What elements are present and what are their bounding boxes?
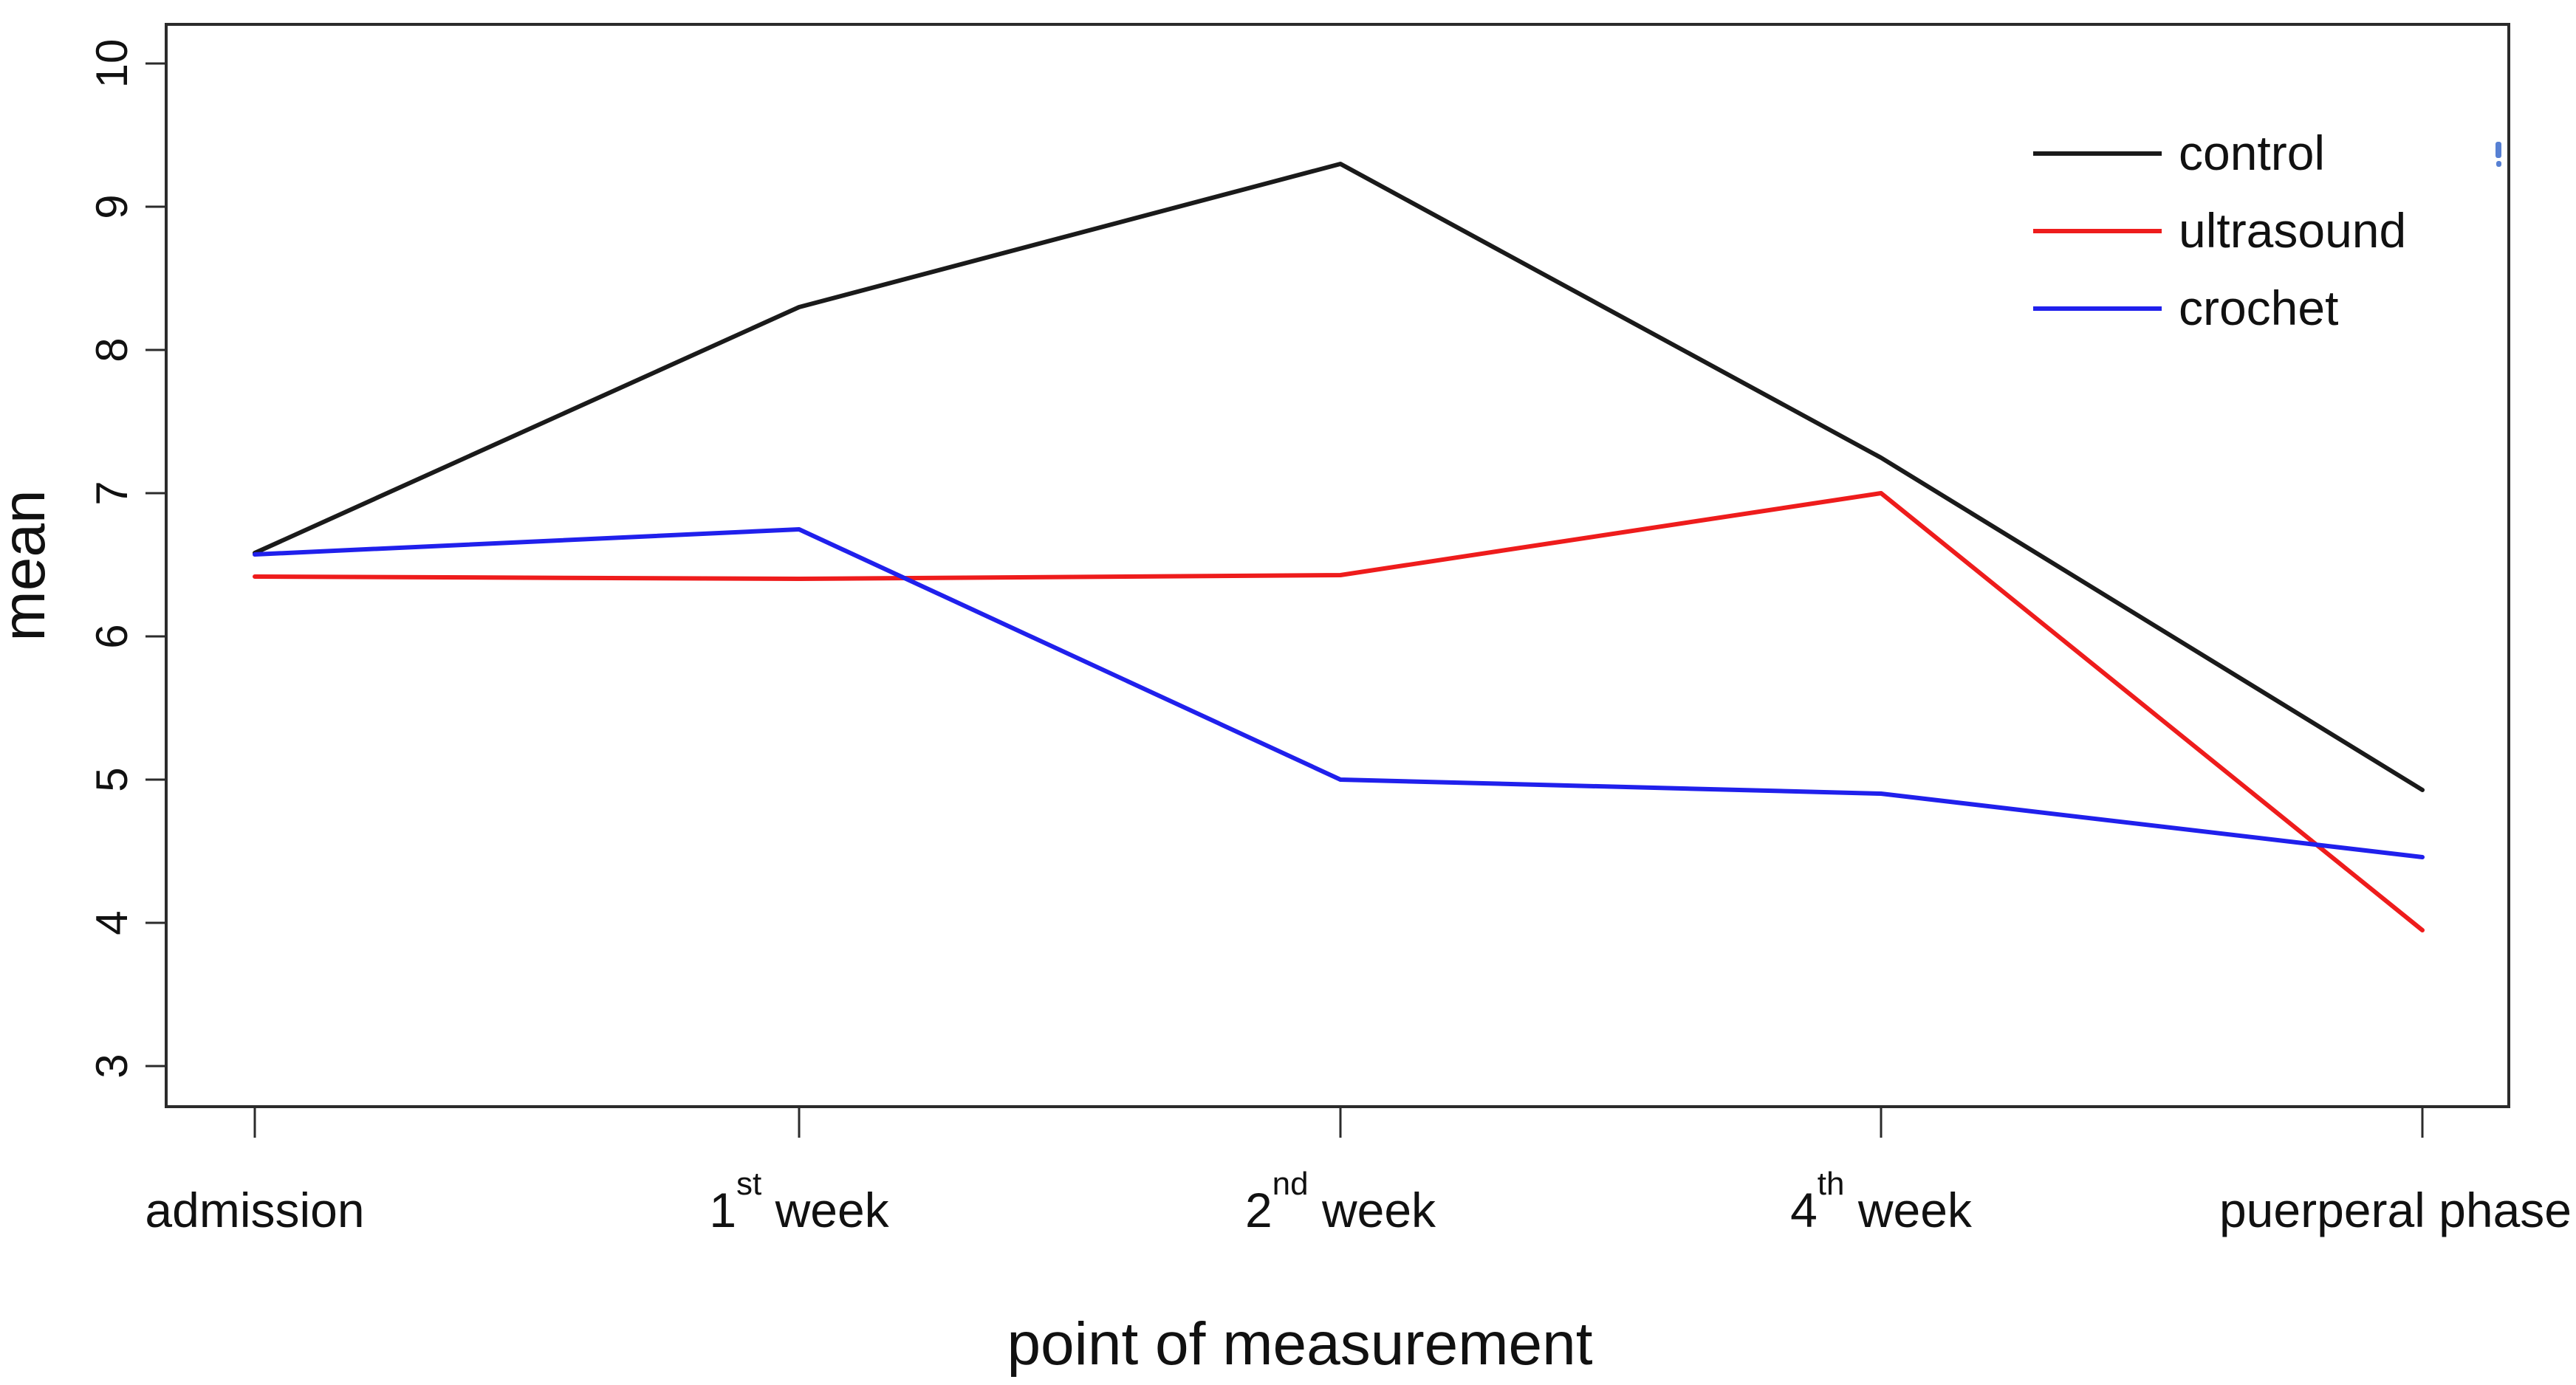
plot-area-border xyxy=(165,23,2510,1108)
y-tick-label: 7 xyxy=(87,481,137,505)
x-tick-label: puerperal phase xyxy=(2219,1183,2572,1237)
data-series xyxy=(253,162,2425,932)
x-tick-label: admission xyxy=(145,1183,364,1237)
y-tick-label: 6 xyxy=(87,624,137,648)
x-tick-label: 2nd week xyxy=(1245,1166,1436,1237)
series-line-ultrasound xyxy=(253,491,2425,932)
y-tick-label: 8 xyxy=(87,337,137,362)
scan-artifact-blue-mark xyxy=(2496,142,2501,167)
legend: control ultrasound crochet xyxy=(2033,126,2406,335)
legend-label-crochet: crochet xyxy=(2179,281,2338,335)
x-tick-label: 1st week xyxy=(709,1166,889,1237)
x-axis-ticks: admission 1st week 2nd week 4th week puerper… xyxy=(145,1107,2572,1237)
legend-label-control: control xyxy=(2179,126,2325,180)
y-tick-label: 5 xyxy=(87,767,137,791)
legend-label-ultrasound: ultrasound xyxy=(2179,203,2406,258)
series-line-control xyxy=(253,162,2425,792)
y-axis-ticks: 3 4 5 6 7 8 9 10 xyxy=(87,39,166,1079)
y-tick-label: 4 xyxy=(87,910,137,935)
series-line-crochet xyxy=(253,527,2425,859)
y-tick-label: 3 xyxy=(87,1054,137,1078)
x-axis-title: point of measurement xyxy=(1007,1310,1592,1378)
y-axis-title: mean xyxy=(0,489,58,641)
y-tick-label: 10 xyxy=(87,39,137,89)
y-tick-label: 9 xyxy=(87,194,137,219)
x-tick-label: 4th week xyxy=(1790,1166,1973,1237)
